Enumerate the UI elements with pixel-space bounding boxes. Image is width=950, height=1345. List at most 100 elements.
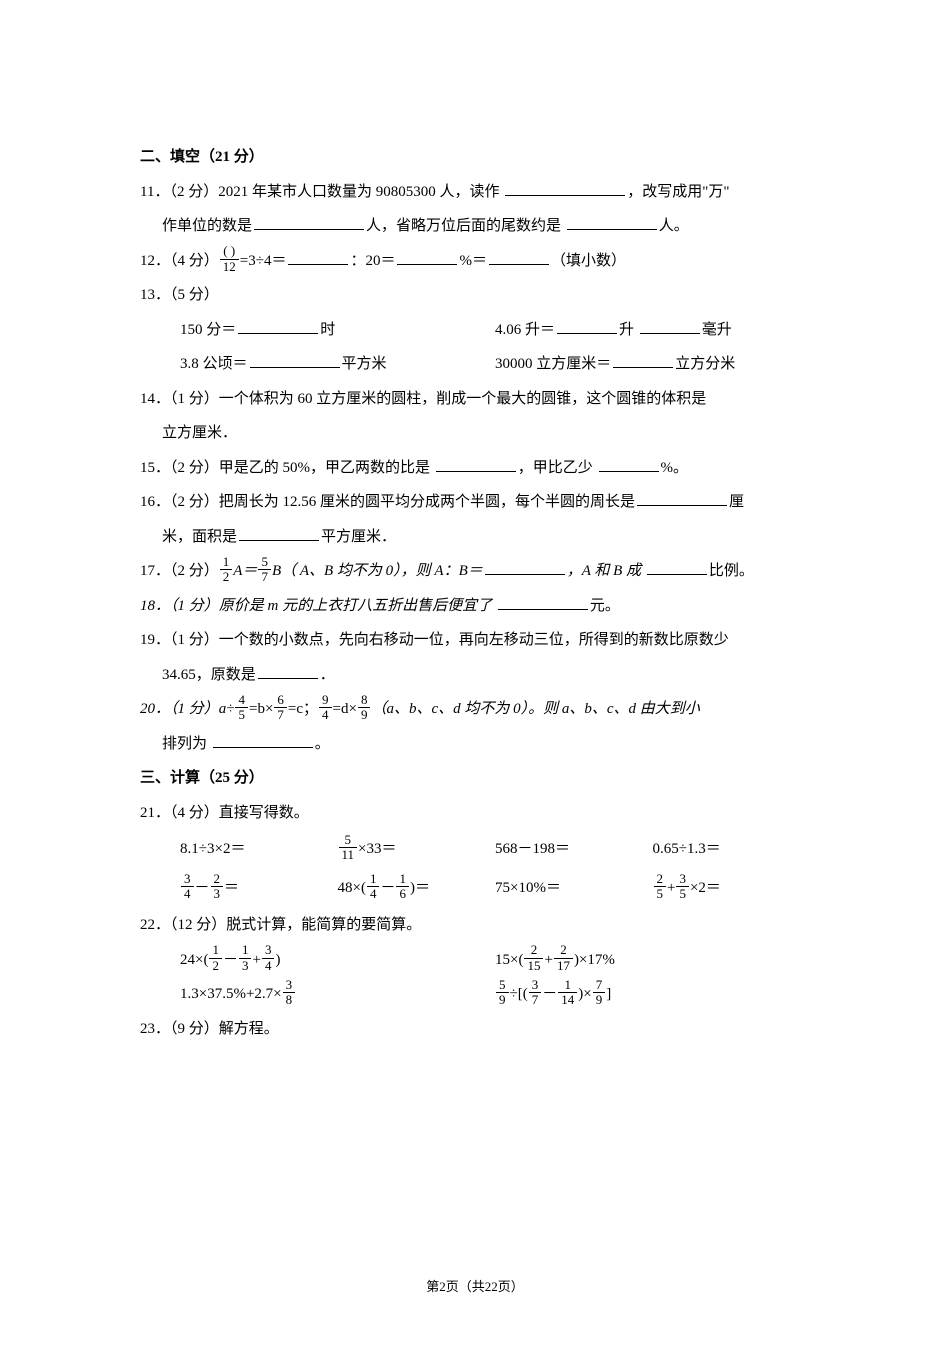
num: 3 — [676, 872, 689, 886]
den: 7 — [529, 992, 542, 1007]
q21-r2c4: 25+35×2＝ — [653, 869, 811, 908]
q20-l2: 排列为 。 — [140, 727, 810, 762]
q21-r1c2: 511×33＝ — [338, 830, 496, 869]
num: 3 — [529, 978, 542, 992]
fraction: 14 — [367, 872, 380, 902]
num: 5 — [496, 978, 509, 992]
q13-r1a: 150 分＝时 — [180, 313, 495, 348]
num: 1 — [396, 872, 409, 886]
den: 3 — [239, 958, 252, 973]
fraction: 511 — [339, 833, 358, 863]
num: 1 — [209, 943, 222, 957]
fraction: 89 — [358, 693, 371, 723]
fraction: 38 — [283, 978, 296, 1008]
q22-r2c1: 1.3×37.5%+2.7×38 — [180, 977, 495, 1012]
blank — [288, 247, 348, 265]
q18: 18．（1 分）原价是 m 元的上衣打八五折出售后便宜了 元。 — [140, 589, 810, 624]
blank — [640, 316, 700, 334]
den: 6 — [396, 886, 409, 901]
den: 4 — [262, 958, 275, 973]
q23-head: 23．（9 分）解方程。 — [140, 1012, 810, 1047]
text: 平方厘米． — [321, 529, 396, 545]
den: 9 — [496, 992, 509, 1007]
num: 1 — [558, 978, 577, 992]
text: B（ A、B 均不为 0），则 A：B＝ — [272, 563, 483, 579]
q13-r2b: 30000 立方厘米＝立方分米 — [495, 347, 810, 382]
q14-l1: 14．（1 分）一个体积为 60 立方厘米的圆柱，削成一个最大的圆锥，这个圆锥的… — [140, 382, 810, 417]
q12-e: （填小数） — [551, 253, 626, 269]
fraction: 94 — [319, 693, 332, 723]
q16-l2: 米，面积是平方厘米． — [140, 520, 810, 555]
fraction: 79 — [593, 978, 606, 1008]
q14-l2: 立方厘米． — [140, 416, 810, 451]
blank — [557, 316, 617, 334]
q22-row1: 24×(12－13+34) 15×(215+217)×17% — [140, 943, 810, 978]
text: （a、b、c、d 均不为 0）。则 a、b、c、d 由大到小 — [371, 701, 699, 717]
num: 9 — [319, 693, 332, 707]
q19-l1: 19．（1 分）一个数的小数点，先向右移动一位，再向左移动三位，所得到的新数比原… — [140, 623, 810, 658]
fraction: 67 — [274, 693, 287, 723]
section2-heading: 二、填空（21 分） — [140, 140, 810, 175]
q15: 15．（2 分）甲是乙的 50%，甲乙两数的比是 ，甲比乙少 %。 — [140, 451, 810, 486]
blank — [239, 523, 319, 541]
q13-row2: 3.8 公顷＝平方米 30000 立方厘米＝立方分米 — [140, 347, 810, 382]
text: 34.65，原数是 — [162, 667, 256, 683]
q22-r1c1: 24×(12－13+34) — [180, 943, 495, 978]
q13-head: 13．（5 分） — [140, 278, 810, 313]
blank — [436, 454, 516, 472]
text: 48×( — [338, 880, 366, 896]
text: 1.3×37.5%+2.7× — [180, 986, 282, 1002]
text: 平方米 — [342, 356, 387, 372]
q11-l2c: 人。 — [659, 218, 689, 234]
text: )× — [578, 986, 591, 1002]
text: ，A 和 B 成 — [567, 563, 645, 579]
q12: 12．（4 分）( )12=3÷4＝：20＝%＝（填小数） — [140, 244, 810, 279]
den: 15 — [524, 958, 543, 973]
text: 16．（2 分）把周长为 12.56 厘米的圆平均分成两个半圆，每个半圆的周长是 — [140, 494, 635, 510]
q22-r1c2: 15×(215+217)×17% — [495, 943, 810, 978]
num: 1 — [220, 555, 233, 569]
fraction: 215 — [524, 943, 543, 973]
blank — [258, 661, 318, 679]
text: 比例。 — [709, 563, 754, 579]
text: =c； — [288, 701, 318, 717]
num: 5 — [258, 555, 271, 569]
fraction: 35 — [676, 872, 689, 902]
blank — [485, 557, 565, 575]
q21-r1c4: 0.65÷1.3＝ — [653, 830, 811, 869]
num: 1 — [239, 943, 252, 957]
text: ×2＝ — [690, 880, 721, 896]
den: 9 — [358, 707, 371, 722]
fraction: 12 — [220, 555, 233, 585]
blank — [599, 454, 659, 472]
q21-row1: 8.1÷3×2＝ 511×33＝ 568－198＝ 0.65÷1.3＝ — [140, 830, 810, 869]
q22-row2: 1.3×37.5%+2.7×38 59÷[(37－114)×79] — [140, 977, 810, 1012]
text: ) — [275, 952, 280, 968]
text: 150 分＝ — [180, 322, 236, 338]
fraction: 45 — [235, 693, 248, 723]
text: A＝ — [233, 563, 257, 579]
fraction: 25 — [654, 872, 667, 902]
blank — [254, 212, 364, 230]
fraction: 16 — [396, 872, 409, 902]
num: 1 — [367, 872, 380, 886]
den: 7 — [274, 707, 287, 722]
den: 4 — [181, 886, 194, 901]
q21-r2c1: 34－23＝ — [180, 869, 338, 908]
blank — [489, 247, 549, 265]
den: 5 — [235, 707, 248, 722]
q13-row1: 150 分＝时 4.06 升＝升 毫升 — [140, 313, 810, 348]
q11-l1a: 11．（2 分）2021 年某市人口数量为 90805300 人，读作 — [140, 184, 503, 200]
text: 15．（2 分）甲是乙的 50%，甲乙两数的比是 — [140, 460, 434, 476]
den: 5 — [676, 886, 689, 901]
fraction: 114 — [558, 978, 577, 1008]
q13-r2a: 3.8 公顷＝平方米 — [180, 347, 495, 382]
blank — [238, 316, 318, 334]
q12-c: ：20＝ — [350, 253, 395, 269]
q11-l2b: 人，省略万位后面的尾数约是 — [366, 218, 565, 234]
den: 4 — [319, 707, 332, 722]
fraction: 23 — [211, 872, 224, 902]
text: － — [223, 952, 238, 968]
q11-line2: 作单位的数是人，省略万位后面的尾数约是 人。 — [140, 209, 810, 244]
num: 2 — [554, 943, 573, 957]
